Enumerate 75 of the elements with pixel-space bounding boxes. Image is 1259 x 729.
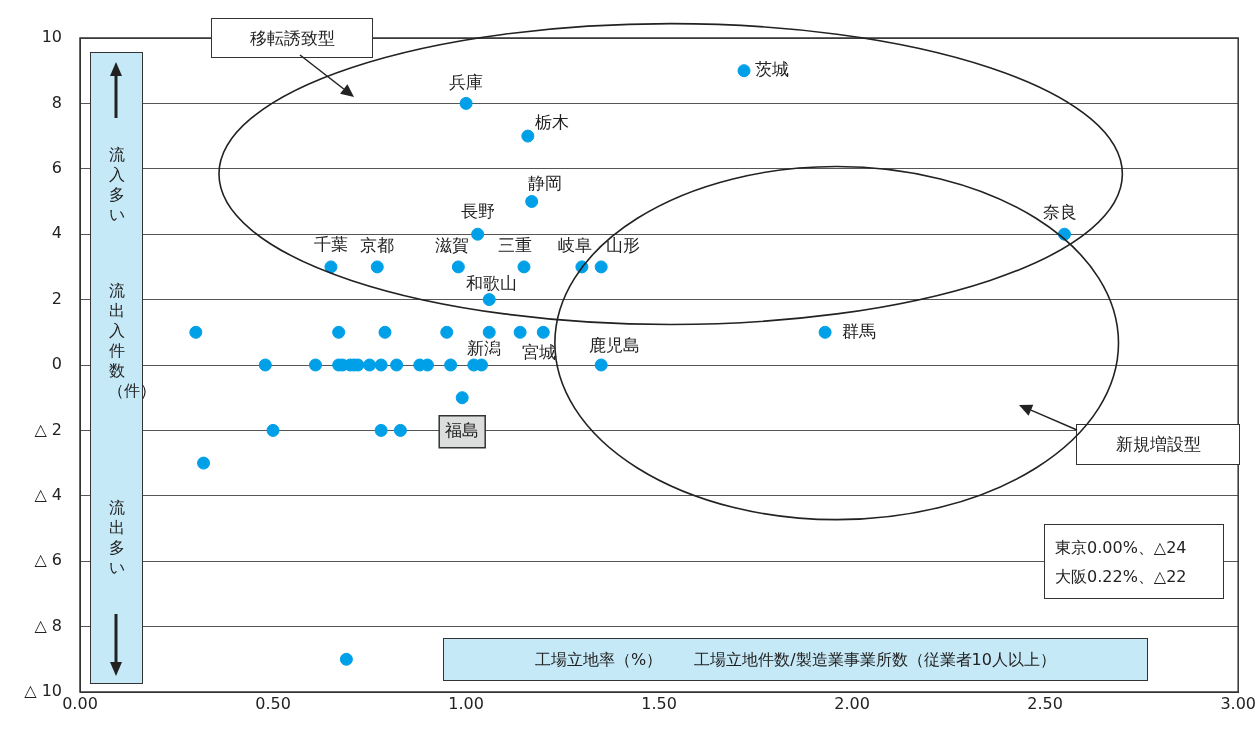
annotation: 山形 bbox=[606, 235, 641, 256]
point bbox=[459, 96, 473, 110]
point bbox=[594, 260, 608, 274]
point bbox=[536, 325, 550, 339]
point bbox=[374, 358, 388, 372]
point bbox=[482, 293, 496, 307]
annotation: 福島 bbox=[445, 420, 480, 441]
annotation: 岐阜 bbox=[557, 235, 592, 256]
point bbox=[189, 325, 203, 339]
point bbox=[521, 129, 535, 143]
text-box: 東京0.00%、△24 大阪0.22%、△22 bbox=[1044, 524, 1224, 599]
x-tick-label: 3.00 bbox=[1220, 693, 1256, 713]
x-tick-label: 2.00 bbox=[834, 693, 870, 713]
y-tick-label: 10 bbox=[41, 27, 62, 47]
point bbox=[525, 195, 539, 208]
annotation: 大阪0.22%、△22 bbox=[1055, 566, 1188, 588]
annotation: 三重 bbox=[497, 235, 532, 256]
text-box: 新規増設型 bbox=[1076, 424, 1240, 465]
x-tick-label: 2.50 bbox=[1027, 693, 1063, 713]
point bbox=[517, 260, 531, 274]
point bbox=[444, 358, 458, 372]
point bbox=[374, 423, 388, 437]
point bbox=[471, 227, 485, 241]
point bbox=[197, 456, 211, 470]
x-tick-label: 1.00 bbox=[448, 693, 484, 713]
point bbox=[363, 358, 377, 372]
y-tick-label: △ 2 bbox=[34, 419, 62, 439]
y-tick-label: 4 bbox=[51, 223, 62, 243]
point bbox=[594, 358, 608, 372]
annotation: 栃木 bbox=[534, 111, 569, 132]
annotation: 流入多い bbox=[107, 145, 126, 225]
x-tick-label: 0.50 bbox=[255, 693, 291, 713]
annotation: 群馬 bbox=[842, 320, 877, 341]
x-tick-label: 1.50 bbox=[641, 693, 677, 713]
y-tick-label: 0 bbox=[51, 354, 62, 374]
annotation: 兵庫 bbox=[449, 71, 484, 92]
point bbox=[393, 423, 407, 437]
point bbox=[818, 325, 832, 339]
point bbox=[332, 325, 346, 339]
y-tick-label: 2 bbox=[51, 288, 62, 308]
annotation: 滋賀 bbox=[435, 235, 470, 256]
point bbox=[324, 260, 338, 274]
point bbox=[378, 325, 392, 339]
annotation: 新潟 bbox=[466, 338, 501, 359]
annotation: 静岡 bbox=[527, 172, 562, 193]
point bbox=[455, 391, 469, 405]
annotation: 奈良 bbox=[1043, 201, 1078, 222]
point bbox=[440, 325, 454, 339]
point bbox=[390, 358, 404, 372]
point bbox=[513, 325, 527, 339]
point bbox=[737, 64, 751, 78]
annotation: 千葉 bbox=[313, 234, 348, 255]
y-tick-label: △ 4 bbox=[34, 484, 62, 504]
point bbox=[370, 260, 384, 274]
y-tick-label: △ 6 bbox=[34, 550, 62, 570]
annotation: 鹿児島 bbox=[588, 335, 640, 356]
y-tick-label: 8 bbox=[51, 92, 62, 112]
y-tick-label: 6 bbox=[51, 157, 62, 177]
y-tick-label: △ 10 bbox=[24, 681, 62, 701]
point bbox=[309, 358, 322, 372]
point bbox=[482, 325, 496, 339]
text-box: 工場立地率（%） 工場立地件数/製造業事業所数（従業者10人以上） bbox=[443, 638, 1148, 681]
annotation: 流出多い bbox=[107, 498, 126, 578]
annotation: 京都 bbox=[360, 235, 395, 256]
text-box: 移転誘致型 bbox=[211, 18, 373, 58]
x-tick-label: 0.00 bbox=[62, 693, 98, 713]
point bbox=[266, 423, 280, 437]
annotation: 和歌山 bbox=[465, 273, 517, 294]
annotation: 東京0.00%、△24 bbox=[1055, 537, 1188, 559]
y-tick-label: △ 8 bbox=[34, 615, 62, 635]
annotation: 長野 bbox=[460, 200, 495, 221]
point bbox=[258, 358, 272, 372]
annotation: 茨城 bbox=[755, 59, 790, 80]
point bbox=[339, 652, 353, 666]
point bbox=[451, 260, 465, 274]
